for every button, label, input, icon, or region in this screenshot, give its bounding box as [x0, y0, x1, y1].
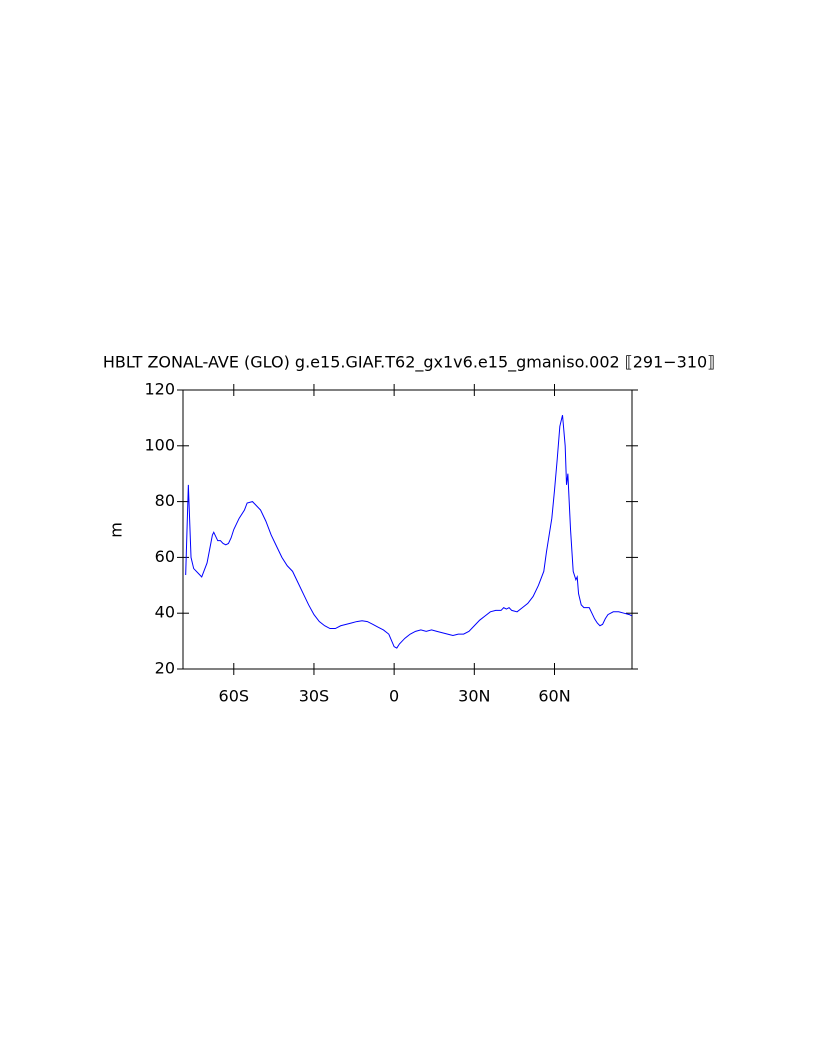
chart-title: HBLT ZONAL-AVE (GLO) g.e15.GIAF.T62_gx1v… [103, 353, 715, 373]
x-tick-label: 60S [219, 687, 250, 706]
y-tick-label: 60 [155, 547, 175, 566]
x-tick-label: 30S [299, 687, 330, 706]
x-tick-label: 30N [458, 687, 490, 706]
y-tick-label: 100 [144, 435, 175, 454]
y-tick-label: 80 [155, 491, 175, 510]
y-axis-label: m [107, 522, 126, 538]
data-line [185, 414, 633, 649]
y-tick-label: 20 [155, 659, 175, 678]
y-tick-label: 40 [155, 603, 175, 622]
x-tick-label: 0 [389, 687, 399, 706]
x-tick-label: 60N [538, 687, 570, 706]
y-tick-label: 120 [144, 380, 175, 399]
plot-frame [182, 389, 633, 670]
